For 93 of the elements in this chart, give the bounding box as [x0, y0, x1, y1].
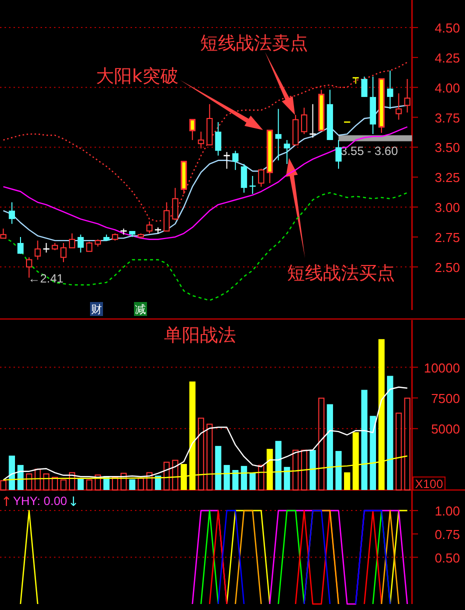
annotation: ↑ [1, 495, 12, 510]
y-tick-label: 2.75 [434, 230, 460, 245]
candlestick [361, 76, 368, 98]
bar [120, 472, 127, 490]
bar [292, 450, 299, 490]
y-tick-label: 3.75 [434, 110, 460, 126]
bar [344, 472, 350, 490]
y-tick-label: 4.50 [434, 20, 460, 36]
line-series [2, 126, 408, 240]
candlestick [8, 202, 15, 224]
bar [240, 466, 248, 490]
bar [301, 450, 308, 490]
candlestick [146, 220, 153, 234]
y-tick-label: 4.25 [434, 50, 460, 66]
bar [43, 473, 50, 490]
annotation: 减 [135, 303, 146, 316]
bar [146, 472, 153, 490]
bar [284, 466, 290, 490]
text: X100 [414, 477, 444, 491]
y-tick-label: 10000 [424, 360, 460, 376]
candlestick [68, 232, 76, 248]
candlestick [0, 228, 6, 239]
bar [78, 478, 84, 490]
y-tick-label: 1.00 [434, 504, 460, 519]
candlestick [17, 236, 24, 254]
bar [68, 472, 76, 490]
bar [318, 398, 324, 490]
y-tick-label: 0.75 [434, 526, 460, 542]
y-tick-label: 4.00 [434, 80, 460, 96]
y-tick-label: 2.50 [434, 260, 460, 275]
candlestick [232, 150, 238, 170]
annotation: 短线战法买点 [287, 263, 395, 284]
candlestick [396, 92, 402, 120]
bar [326, 404, 334, 490]
bar [361, 390, 368, 490]
candlestick [404, 78, 410, 114]
annotation: 短线战法卖点 [200, 33, 308, 54]
candlestick [352, 77, 360, 84]
y-tick-label: 7500 [431, 390, 460, 406]
candlestick [258, 168, 264, 188]
candlestick [387, 70, 394, 110]
bar [370, 416, 376, 490]
candlestick [86, 241, 92, 252]
candlestick [301, 107, 308, 135]
annotation: 财 [91, 303, 102, 316]
bar [60, 479, 67, 490]
bar [26, 473, 32, 490]
candlestick [284, 140, 290, 164]
bar [206, 424, 213, 490]
candlestick [78, 234, 84, 254]
chart-title: 单阳战法 [164, 325, 236, 346]
bar [164, 462, 170, 490]
y-tick-label: 3.50 [434, 140, 460, 156]
candlestick [240, 163, 248, 194]
bar [172, 460, 178, 490]
bar [86, 479, 92, 490]
y-tick-label: 3.25 [434, 170, 460, 186]
y-tick-label: 3.00 [434, 200, 460, 216]
candlestick [215, 122, 222, 156]
annotation: ←2.41 [28, 272, 64, 286]
line-series [2, 386, 408, 481]
bar [224, 464, 230, 490]
bar [215, 446, 222, 490]
bar [310, 450, 316, 490]
bar [129, 479, 136, 490]
bar [404, 398, 410, 490]
bar [198, 418, 204, 490]
bar [335, 450, 342, 490]
bar [138, 478, 144, 490]
bar [34, 468, 41, 490]
bar [396, 412, 402, 490]
candlestick [335, 140, 342, 170]
bar [52, 476, 58, 490]
y-tick-label: 0.50 [434, 550, 460, 566]
annotation: 大阳k突破 [96, 66, 178, 87]
bar [258, 464, 264, 490]
candlestick [60, 242, 67, 263]
candlestick [198, 131, 204, 149]
bar [232, 470, 238, 490]
bar [94, 474, 101, 490]
candlestick [189, 118, 196, 141]
bar [249, 472, 256, 490]
bar [387, 376, 394, 490]
y-tick-label: 5000 [431, 422, 460, 437]
annotation: ↓ [68, 495, 79, 510]
bar [8, 456, 15, 490]
bar [275, 440, 282, 490]
bar [112, 476, 118, 490]
bar [0, 480, 6, 490]
candlestick [275, 108, 282, 161]
chart-title: YHY: 0.00 [13, 494, 68, 508]
candlestick [26, 256, 32, 278]
candlestick [34, 240, 41, 260]
